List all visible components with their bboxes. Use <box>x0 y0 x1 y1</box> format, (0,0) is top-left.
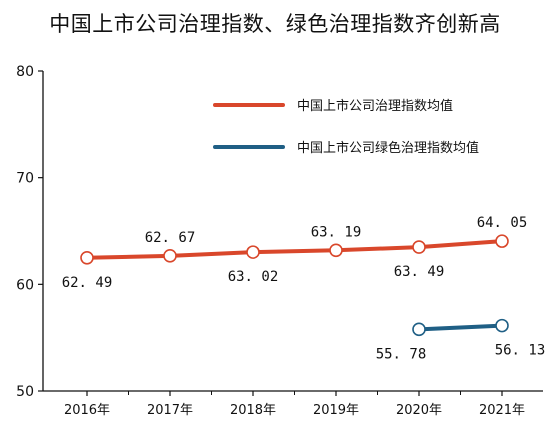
data-label: 64. 05 <box>477 215 528 231</box>
y-tick-label: 80 <box>16 64 34 80</box>
chart-title: 中国上市公司治理指数、绿色治理指数齐创新高 <box>49 12 501 36</box>
series-2-point <box>412 322 426 337</box>
series-1-point <box>246 245 260 259</box>
series-1-point <box>80 250 94 265</box>
data-label: 63. 19 <box>311 224 362 240</box>
data-label: 55. 78 <box>376 346 427 362</box>
series-2-point <box>495 318 509 333</box>
x-tick-label: 2020年 <box>396 403 442 418</box>
x-tick-label: 2018年 <box>230 403 276 418</box>
series-line-2 <box>417 323 504 332</box>
x-tick-label: 2016年 <box>64 403 110 418</box>
y-tick-label: 70 <box>16 171 34 187</box>
legend-label-1: 中国上市公司治理指数均值 <box>297 98 453 114</box>
x-tick-label: 2019年 <box>313 403 359 418</box>
data-label: 62. 49 <box>62 275 113 291</box>
series-1-point <box>163 249 177 263</box>
data-label: 63. 02 <box>228 269 279 285</box>
legend-label-2: 中国上市公司绿色治理指数均值 <box>297 140 479 156</box>
y-tick-label: 60 <box>16 277 34 293</box>
series-1-point <box>495 234 509 248</box>
x-tick-label: 2017年 <box>147 403 193 418</box>
data-label: 62. 67 <box>145 230 196 246</box>
data-label: 63. 49 <box>394 264 445 280</box>
data-label: 56. 13 <box>495 343 546 359</box>
series-1-point <box>412 240 426 254</box>
series-1-point <box>329 243 343 258</box>
x-tick-label: 2021年 <box>479 403 525 418</box>
y-tick-label: 50 <box>16 384 34 400</box>
series-line-1 <box>85 239 504 260</box>
